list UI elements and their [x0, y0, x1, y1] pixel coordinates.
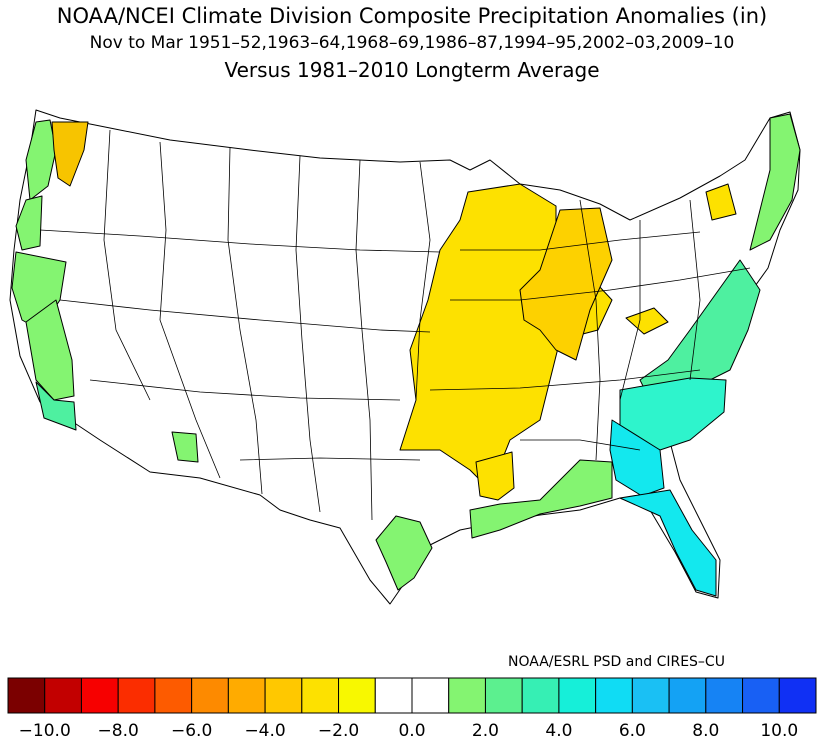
colorbar-box: [264, 677, 303, 714]
colorbar-box: [7, 677, 46, 714]
region-oregon-coast: [15, 195, 43, 251]
colorbar-box: [374, 677, 413, 714]
colorbar-box: [227, 677, 266, 714]
colorbar-box: [117, 677, 156, 714]
us-precipitation-map: [9, 109, 801, 605]
colorbar-box: [301, 677, 340, 714]
colorbar-box: [595, 677, 633, 714]
colorbar-box: [778, 677, 817, 714]
colorbar-box: [80, 677, 119, 714]
region-central-arizona: [171, 431, 199, 463]
colorbar-box: [191, 677, 229, 714]
colorbar-box: [484, 677, 523, 714]
region-gulf-coast: [469, 459, 613, 539]
colorbar-box: [338, 677, 376, 714]
colorbar-box: [742, 677, 780, 714]
map-subtitle-baseline: Versus 1981–2010 Longterm Average: [224, 58, 600, 82]
colorbar-box: [44, 677, 82, 714]
colorbar-box: [668, 677, 707, 714]
colorbar-tick-label: 8.0: [692, 721, 719, 741]
division-boundaries: [39, 129, 751, 521]
map-title: NOAA/NCEI Climate Division Composite Pre…: [56, 4, 768, 28]
colorbar-box: [154, 677, 193, 714]
region-california-central-valley: [25, 299, 75, 401]
colorbar-labels: −10.0 −8.0 −6.0 −4.0 −2.0 0.0 2.0 4.0 6.0 8.0 10.0: [19, 721, 799, 741]
region-california-south-coast: [35, 381, 77, 431]
region-south-texas: [375, 515, 433, 591]
colorbar-tick-label: 2.0: [472, 721, 499, 741]
colorbar-tick-label: −8.0: [98, 721, 139, 741]
region-arkansas-mississippi: [475, 451, 515, 501]
colorbar-tick-label: −6.0: [171, 721, 212, 741]
colorbar: −10.0 −8.0 −6.0 −4.0 −2.0 0.0 2.0 4.0 6.0 8.0 10.0: [7, 677, 817, 741]
colorbar-box: [558, 677, 597, 714]
colorbar-tick-label: 0.0: [398, 721, 425, 741]
colorbar-box: [705, 677, 744, 714]
colorbar-tick-label: −10.0: [19, 721, 71, 741]
credit-label: NOAA/ESRL PSD and CIRES–CU: [508, 654, 725, 670]
colorbar-tick-label: 6.0: [619, 721, 646, 741]
colorbar-tick-label: 4.0: [545, 721, 572, 741]
colorbar-box: [411, 677, 450, 714]
region-florida: [619, 489, 717, 597]
colorbar-tick-label: −4.0: [244, 721, 285, 741]
colorbar-tick-label: 10.0: [760, 721, 798, 741]
colorbar-box: [631, 677, 670, 714]
colorbar-boxes: [7, 677, 817, 714]
region-washington-coast: [25, 119, 57, 201]
region-puget-sound: [51, 121, 89, 187]
region-new-england-coast: [749, 113, 801, 251]
colorbar-box: [521, 677, 560, 714]
map-subtitle-years: Nov to Mar 1951–52,1963–64,1968–69,1986–…: [89, 33, 735, 53]
region-western-ny: [705, 183, 737, 221]
region-michigan-illinois: [519, 207, 613, 361]
colorbar-box: [448, 677, 486, 714]
colorbar-tick-label: −2.0: [318, 721, 359, 741]
